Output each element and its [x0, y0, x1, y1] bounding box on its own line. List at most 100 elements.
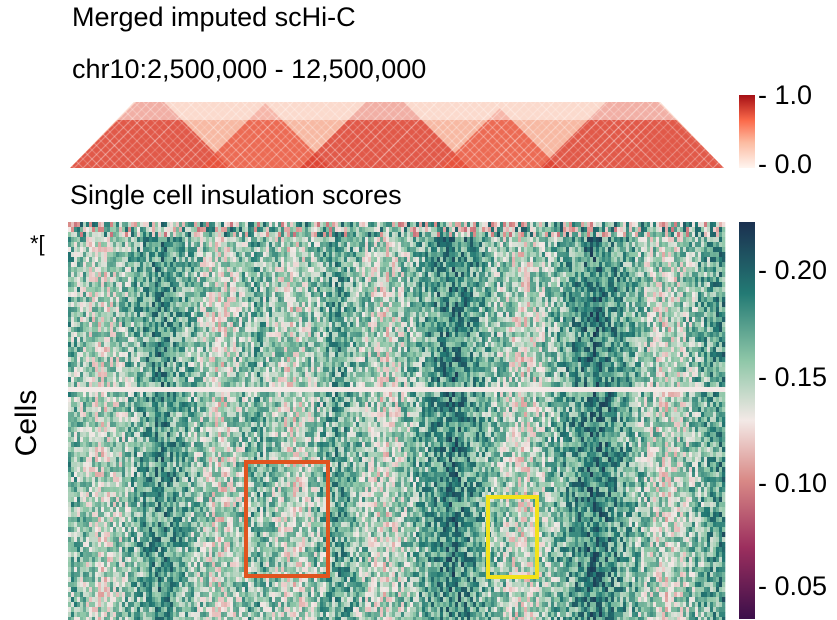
- insulation-cell: [395, 312, 399, 318]
- insulation-cell: [467, 282, 471, 288]
- insulation-cell: [326, 237, 330, 243]
- insulation-cell: [632, 242, 636, 248]
- insulation-cell: [188, 222, 192, 228]
- insulation-cell: [566, 277, 570, 283]
- insulation-cell: [266, 297, 270, 303]
- insulation-cell: [374, 242, 378, 248]
- insulation-cell: [269, 237, 273, 243]
- insulation-cell: [116, 292, 120, 298]
- insulation-cell: [92, 317, 96, 323]
- insulation-cell: [74, 247, 78, 253]
- insulation-cell: [230, 232, 234, 238]
- insulation-cell: [386, 232, 390, 238]
- insulation-cell: [551, 252, 555, 258]
- insulation-cell: [317, 257, 321, 263]
- insulation-cell: [134, 232, 138, 238]
- insulation-cell: [302, 327, 306, 333]
- insulation-cell: [233, 327, 237, 333]
- insulation-cell: [473, 252, 477, 258]
- insulation-cell: [386, 267, 390, 273]
- insulation-cell: [704, 232, 708, 238]
- insulation-cell: [548, 287, 552, 293]
- insulation-cell: [89, 297, 93, 303]
- insulation-cell: [476, 302, 480, 308]
- insulation-cell: [638, 292, 642, 298]
- insulation-cell: [554, 267, 558, 273]
- insulation-cell: [290, 327, 294, 333]
- insulation-cell: [533, 317, 537, 323]
- insulation-cell: [173, 232, 177, 238]
- insulation-cell: [389, 322, 393, 328]
- insulation-cell: [326, 287, 330, 293]
- insulation-cell: [566, 292, 570, 298]
- insulation-cell: [71, 292, 75, 298]
- insulation-cell: [443, 272, 447, 278]
- insulation-cell: [116, 282, 120, 288]
- insulation-cell: [662, 267, 666, 273]
- insulation-cell: [650, 292, 654, 298]
- insulation-cell: [719, 262, 723, 268]
- insulation-cell: [470, 267, 474, 273]
- insulation-cell: [578, 282, 582, 288]
- insulation-cell: [410, 242, 414, 248]
- insulation-cell: [206, 272, 210, 278]
- insulation-cell: [614, 237, 618, 243]
- insulation-cell: [266, 252, 270, 258]
- insulation-cell: [335, 307, 339, 313]
- insulation-cell: [518, 327, 522, 333]
- insulation-cell: [674, 292, 678, 298]
- insulation-cell: [452, 227, 456, 233]
- insulation-cell: [605, 302, 609, 308]
- insulation-cell: [224, 222, 228, 228]
- insulation-cell: [407, 277, 411, 283]
- insulation-cell: [653, 222, 657, 228]
- insulation-cell: [362, 287, 366, 293]
- insulation-cell: [209, 277, 213, 283]
- insulation-cell: [512, 312, 516, 318]
- insulation-cell: [659, 292, 663, 298]
- insulation-cell: [317, 272, 321, 278]
- insulation-cell: [554, 227, 558, 233]
- insulation-cell: [239, 247, 243, 253]
- insulation-cell: [551, 312, 555, 318]
- insulation-cell: [521, 312, 525, 318]
- insulation-cell: [557, 322, 561, 328]
- insulation-cell: [197, 252, 201, 258]
- insulation-cell: [566, 312, 570, 318]
- insulation-cell: [452, 317, 456, 323]
- insulation-cell: [359, 292, 363, 298]
- insulation-cell: [128, 227, 132, 233]
- insulation-cell: [641, 307, 645, 313]
- insulation-cell: [167, 297, 171, 303]
- insulation-cell: [527, 302, 531, 308]
- insulation-cell: [128, 322, 132, 328]
- insulation-cell: [362, 247, 366, 253]
- insulation-cell: [626, 307, 630, 313]
- insulation-cell: [413, 237, 417, 243]
- insulation-cell: [467, 322, 471, 328]
- insulation-cell: [665, 312, 669, 318]
- insulation-cell: [197, 292, 201, 298]
- insulation-cell: [329, 267, 333, 273]
- insulation-cell: [581, 272, 585, 278]
- insulation-cell: [251, 257, 255, 263]
- insulation-cell: [428, 287, 432, 293]
- insulation-cell: [131, 327, 135, 333]
- insulation-cell: [695, 317, 699, 323]
- insulation-cell: [452, 292, 456, 298]
- insulation-cell: [98, 257, 102, 263]
- insulation-cell: [374, 297, 378, 303]
- insulation-cell: [254, 282, 258, 288]
- insulation-cell: [107, 307, 111, 313]
- insulation-cell: [599, 317, 603, 323]
- insulation-cell: [155, 257, 159, 263]
- insulation-cell: [311, 277, 315, 283]
- insulation-cell: [356, 307, 360, 313]
- insulation-cell: [704, 317, 708, 323]
- insulation-cell: [710, 292, 714, 298]
- insulation-cell: [356, 257, 360, 263]
- insulation-cell: [554, 247, 558, 253]
- insulation-cell: [539, 307, 543, 313]
- insulation-cell: [209, 327, 213, 333]
- insulation-cell: [470, 322, 474, 328]
